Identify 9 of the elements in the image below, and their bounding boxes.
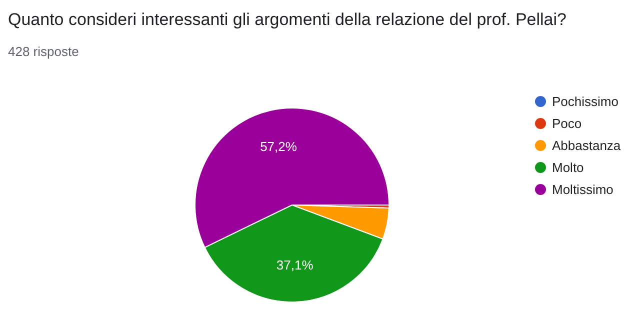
chart-title: Quanto consideri interessanti gli argomenti della relazione del prof. Pellai? bbox=[8, 10, 566, 30]
legend-label: Moltissimo bbox=[552, 182, 614, 196]
legend-label: Pochissimo bbox=[552, 94, 618, 108]
data-label: 57,2% bbox=[260, 138, 298, 154]
legend-label: Abbastanza bbox=[552, 138, 621, 152]
legend-label: Poco bbox=[552, 116, 582, 130]
legend-label: Molto bbox=[552, 160, 584, 174]
data-label: 37,1% bbox=[276, 258, 314, 273]
text: 428 risposte bbox=[8, 44, 79, 59]
